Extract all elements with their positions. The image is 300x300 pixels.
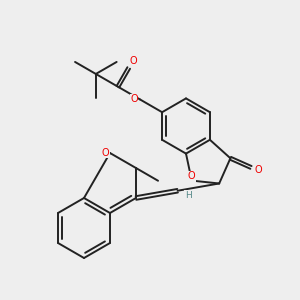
Text: H: H	[185, 191, 191, 200]
Text: O: O	[102, 148, 109, 158]
Text: O: O	[130, 94, 138, 104]
Text: O: O	[254, 166, 262, 176]
Text: O: O	[129, 56, 137, 66]
Text: O: O	[188, 171, 196, 181]
